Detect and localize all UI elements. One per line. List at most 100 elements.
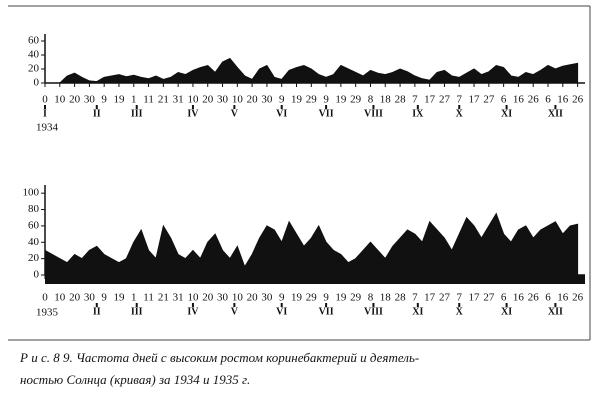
month-label: IV bbox=[187, 108, 199, 119]
x-tick-label: 17 bbox=[469, 94, 481, 106]
month-label: IX bbox=[412, 108, 424, 119]
month-label: XI bbox=[412, 306, 423, 317]
x-tick-label: 29 bbox=[306, 292, 318, 304]
month-label: III bbox=[131, 306, 143, 317]
x-tick-label: 18 bbox=[380, 292, 392, 304]
x-tick-label: 30 bbox=[217, 292, 229, 304]
x-tick-label: 27 bbox=[483, 292, 495, 304]
x-tick-label: 10 bbox=[187, 292, 199, 304]
x-tick-label: 9 bbox=[323, 292, 329, 304]
x-tick-label: 6 bbox=[501, 94, 507, 106]
x-tick-label: 10 bbox=[187, 94, 199, 106]
x-tick-label: 26 bbox=[572, 292, 584, 304]
x-tick-label: 9 bbox=[323, 94, 329, 106]
x-tick-label: 8 bbox=[368, 94, 374, 106]
x-tick-label: 7 bbox=[456, 292, 462, 304]
month-label: XI bbox=[501, 108, 512, 119]
month-label: II bbox=[93, 306, 101, 317]
x-tick-label: 19 bbox=[335, 292, 347, 304]
x-tick-label: 9 bbox=[279, 94, 285, 106]
x-tick-label: 27 bbox=[439, 94, 451, 106]
x-tick-label: 1 bbox=[131, 94, 137, 106]
x-tick-label: 30 bbox=[84, 292, 96, 304]
x-tick-label: 7 bbox=[456, 94, 462, 106]
y-tick-label: 20 bbox=[28, 252, 40, 264]
x-tick-label: 0 bbox=[42, 292, 48, 304]
month-label: VI bbox=[276, 306, 287, 317]
x-tick-label: 6 bbox=[501, 292, 507, 304]
y-tick-label: 40 bbox=[28, 236, 40, 248]
caption-line: Р и с. 8 9. Частота дней с высоким росто… bbox=[19, 350, 419, 365]
x-tick-label: 17 bbox=[424, 292, 436, 304]
x-tick-label: 19 bbox=[335, 94, 347, 106]
month-label: II bbox=[93, 108, 101, 119]
area bbox=[45, 57, 579, 84]
y-tick-label: 100 bbox=[23, 187, 40, 199]
x-tick-label: 17 bbox=[469, 292, 481, 304]
month-label: X bbox=[456, 306, 464, 317]
x-tick-label: 28 bbox=[395, 94, 407, 106]
x-tick-label: 27 bbox=[483, 94, 495, 106]
x-tick-label: 18 bbox=[380, 94, 392, 106]
x-tick-label: 20 bbox=[69, 94, 81, 106]
caption-line: ностью Солнца (кривая) за 1934 и 1935 г. bbox=[20, 372, 250, 387]
y-tick-label: 0 bbox=[34, 77, 40, 89]
x-tick-label: 29 bbox=[350, 292, 362, 304]
x-tick-label: 8 bbox=[368, 292, 374, 304]
x-tick-label: 29 bbox=[306, 94, 318, 106]
x-tick-label: 10 bbox=[232, 94, 244, 106]
baseline-band bbox=[45, 275, 585, 284]
x-tick-label: 19 bbox=[291, 292, 303, 304]
month-label: VI bbox=[276, 108, 287, 119]
month-label: XII bbox=[548, 306, 563, 317]
x-tick-label: 30 bbox=[261, 94, 273, 106]
x-tick-label: 20 bbox=[247, 94, 259, 106]
month-label: V bbox=[231, 306, 239, 317]
x-tick-label: 26 bbox=[528, 292, 540, 304]
x-tick-label: 26 bbox=[528, 94, 540, 106]
x-tick-label: 29 bbox=[350, 94, 362, 106]
x-tick-label: 30 bbox=[261, 292, 273, 304]
year-label: 1934 bbox=[36, 122, 59, 134]
month-label: XII bbox=[548, 108, 563, 119]
x-tick-label: 16 bbox=[557, 94, 569, 106]
x-tick-label: 11 bbox=[143, 94, 154, 106]
x-tick-label: 1 bbox=[131, 292, 137, 304]
month-label: VII bbox=[319, 306, 334, 317]
y-tick-label: 60 bbox=[28, 219, 40, 231]
x-tick-label: 31 bbox=[173, 292, 184, 304]
x-tick-label: 16 bbox=[513, 292, 525, 304]
y-tick-label: 20 bbox=[28, 63, 40, 75]
x-tick-label: 16 bbox=[557, 292, 569, 304]
x-tick-label: 0 bbox=[42, 94, 48, 106]
month-label: VIII bbox=[364, 306, 383, 317]
x-tick-label: 10 bbox=[54, 292, 66, 304]
month-label: X bbox=[456, 108, 464, 119]
x-tick-label: 9 bbox=[279, 292, 285, 304]
x-tick-label: 21 bbox=[158, 94, 169, 106]
x-tick-label: 16 bbox=[513, 94, 525, 106]
y-tick-label: 40 bbox=[28, 49, 40, 61]
y-tick-label: 80 bbox=[28, 203, 40, 215]
x-tick-label: 19 bbox=[291, 94, 303, 106]
x-tick-label: 27 bbox=[439, 292, 451, 304]
x-tick-label: 28 bbox=[395, 292, 407, 304]
x-tick-label: 7 bbox=[412, 292, 418, 304]
x-tick-label: 11 bbox=[143, 292, 154, 304]
area bbox=[44, 212, 579, 276]
x-tick-label: 20 bbox=[202, 292, 214, 304]
x-tick-label: 26 bbox=[572, 94, 584, 106]
year-label: 1935 bbox=[36, 307, 59, 319]
x-tick-label: 30 bbox=[84, 94, 96, 106]
month-label: V bbox=[231, 108, 239, 119]
x-tick-label: 10 bbox=[232, 292, 244, 304]
x-tick-label: 20 bbox=[202, 94, 214, 106]
x-tick-label: 20 bbox=[247, 292, 259, 304]
x-tick-label: 9 bbox=[101, 94, 107, 106]
x-tick-label: 19 bbox=[113, 292, 125, 304]
x-tick-label: 20 bbox=[69, 292, 81, 304]
month-label: VIII bbox=[364, 108, 383, 119]
month-label: XI bbox=[501, 306, 512, 317]
month-label: IV bbox=[187, 306, 199, 317]
